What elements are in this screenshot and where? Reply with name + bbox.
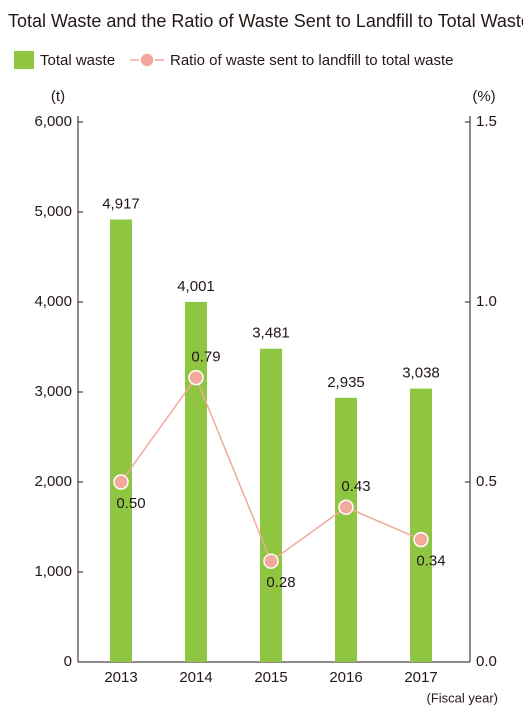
line-value-label: 0.43: [341, 478, 370, 495]
x-unit: (Fiscal year): [426, 690, 498, 705]
bar-value-label: 3,481: [252, 325, 290, 342]
line-marker: [338, 499, 354, 515]
x-tick-label: 2016: [329, 669, 362, 686]
bar-value-label: 4,001: [177, 278, 215, 295]
y2-tick-label: 1.0: [476, 293, 497, 310]
legend-marker: [139, 52, 155, 68]
x-tick-label: 2013: [104, 669, 137, 686]
y-tick-label: 3,000: [34, 383, 72, 400]
y-tick-label: 4,000: [34, 293, 72, 310]
line-marker: [188, 369, 204, 386]
bar-value-label: 2,935: [327, 374, 365, 391]
y-tick-label: 0: [64, 653, 72, 670]
bar-value-label: 4,917: [102, 195, 140, 212]
y2-tick-label: 0.0: [476, 653, 497, 670]
y-tick-label: 1,000: [34, 563, 72, 580]
x-tick-label: 2015: [254, 669, 287, 686]
y-unit: (t): [51, 88, 65, 105]
bar: [335, 397, 357, 662]
line-value-label: 0.28: [266, 574, 295, 591]
line-marker: [113, 474, 129, 490]
y-tick-label: 2,000: [34, 473, 72, 490]
line-marker: [263, 553, 279, 569]
legend-label: Total waste: [40, 52, 115, 69]
bar: [410, 388, 432, 662]
y-tick-label: 6,000: [34, 113, 72, 130]
y-tick-label: 5,000: [34, 203, 72, 220]
line-marker: [413, 531, 429, 548]
line-value-label: 0.79: [191, 349, 220, 366]
bar: [260, 348, 282, 662]
y2-unit: (%): [472, 88, 495, 105]
legend-swatch: [14, 51, 34, 69]
x-tick-label: 2014: [179, 669, 212, 686]
line-value-label: 0.34: [416, 553, 445, 570]
legend-label: Ratio of waste sent to landfill to total…: [170, 52, 453, 69]
x-tick-label: 2017: [404, 669, 437, 686]
line-value-label: 0.50: [116, 495, 145, 512]
chart-title: Total Waste and the Ratio of Waste Sent …: [8, 11, 523, 31]
y2-tick-label: 0.5: [476, 473, 497, 490]
y2-tick-label: 1.5: [476, 113, 497, 130]
bar: [110, 219, 132, 662]
bar-value-label: 3,038: [402, 365, 440, 382]
